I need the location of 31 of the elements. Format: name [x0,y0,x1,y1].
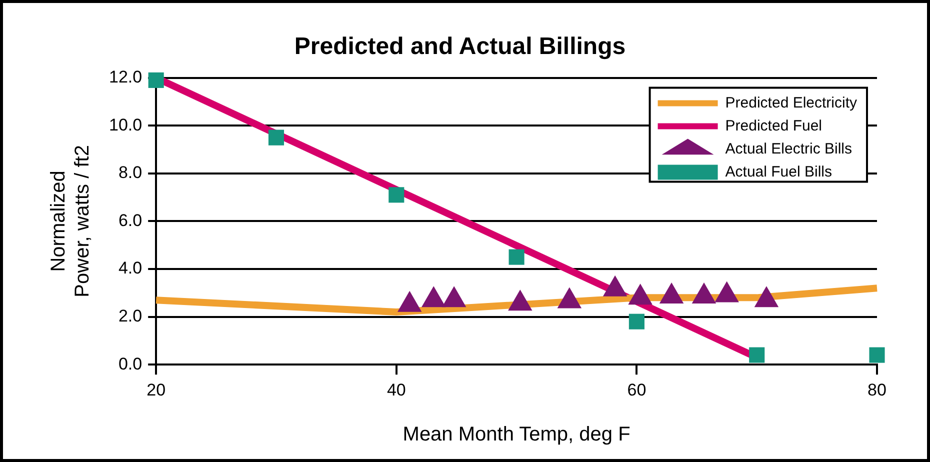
x-tick-label: 40 [386,380,406,400]
x-tick-label: 20 [146,380,166,400]
y-tick-label: 2.0 [118,306,142,326]
point [628,284,652,305]
legend-label: Predicted Electricity [725,94,858,112]
y-tick-label: 4.0 [118,258,142,278]
point [602,275,628,296]
point [557,287,582,308]
y-axis-title: Normalized Power, watts / ft2 [48,145,94,298]
point [692,282,716,304]
point [508,290,532,311]
legend-label: Actual Fuel Bills [725,163,832,180]
point [397,290,422,312]
point [714,281,739,302]
point [422,286,446,308]
point [442,286,466,308]
x-tick-label: 80 [868,380,886,400]
y-tick-label: 6.0 [118,210,142,230]
y-tick-label: 8.0 [118,163,142,182]
y-tick-label: 0.0 [118,354,142,374]
point [754,286,779,308]
chart-title: Predicted and Actual Billings [294,33,626,60]
point [148,72,164,88]
legend-label: Predicted Fuel [725,117,822,134]
y-tick-label: 12.0 [108,67,142,86]
legend-label: Actual Electric Bills [725,140,852,158]
x-axis-title: Mean Month Temp, deg F [402,424,630,446]
point [659,282,684,304]
x-tick-label: 60 [627,380,646,400]
point [268,130,284,146]
y-tick-label: 10.0 [108,115,142,134]
